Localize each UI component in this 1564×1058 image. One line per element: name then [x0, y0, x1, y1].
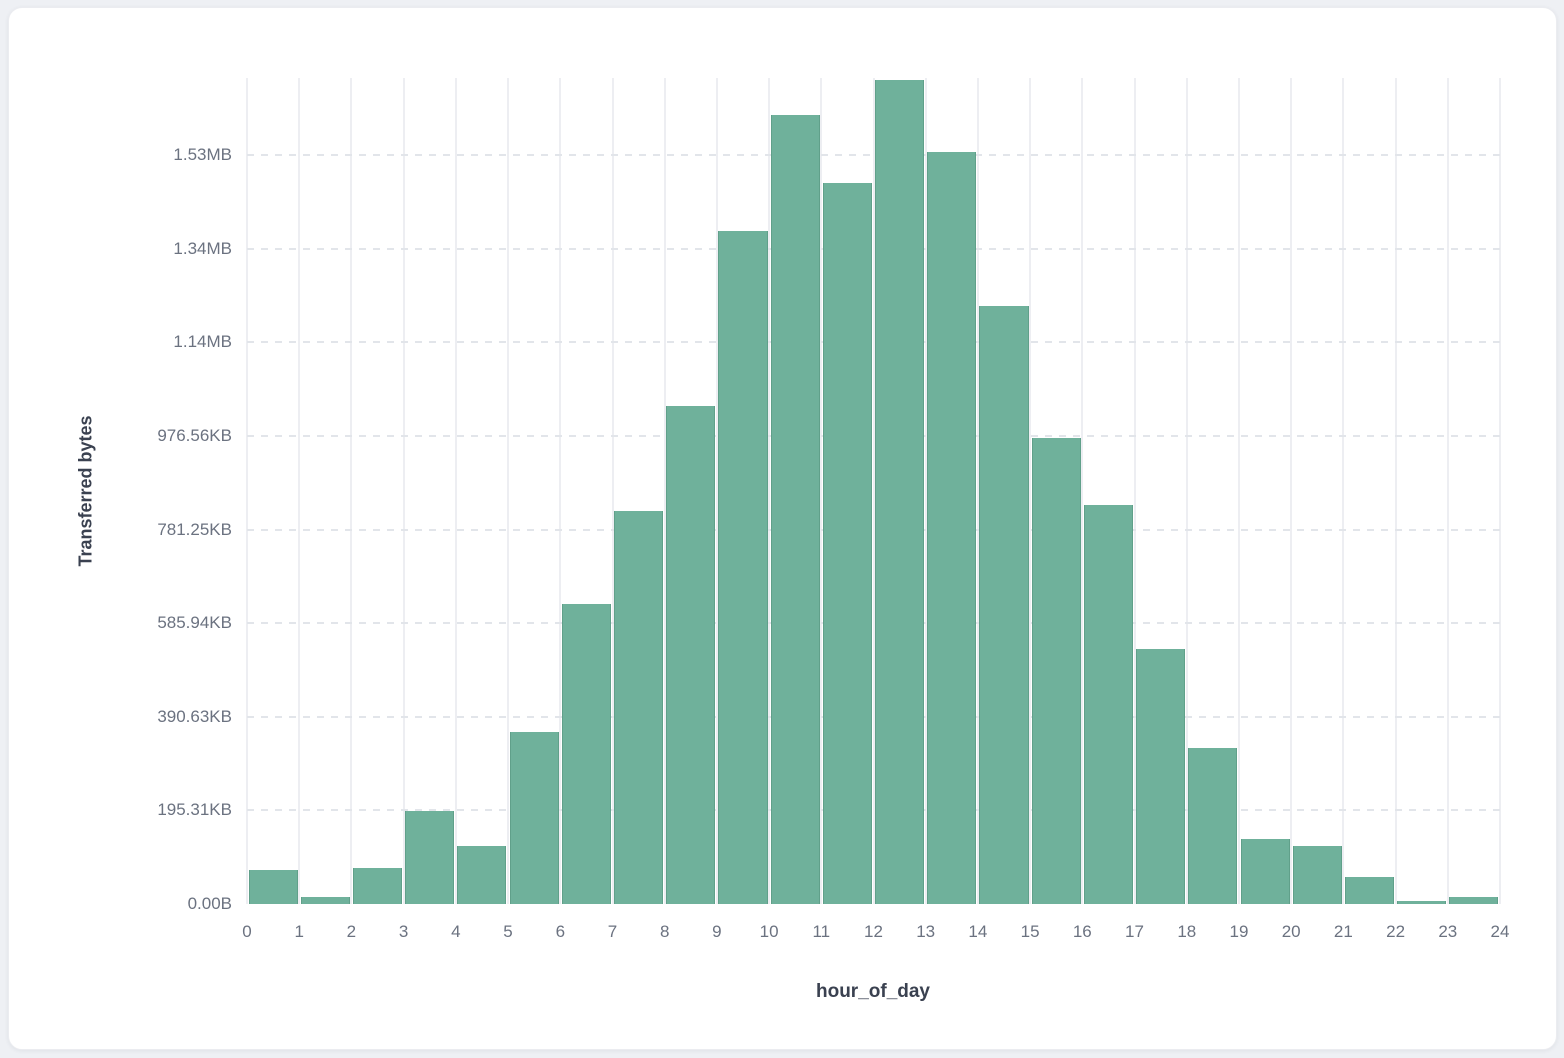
- bar-hour-6[interactable]: [561, 603, 611, 904]
- x-tick-label-5: 5: [503, 922, 513, 941]
- vertical-gridline-8: [663, 78, 666, 904]
- bar-hour-17[interactable]: [1136, 648, 1186, 904]
- bar-hour-18[interactable]: [1188, 747, 1238, 904]
- horizontal-gridline-585.94KB: [247, 622, 1500, 625]
- x-tick-label-18: 18: [1177, 922, 1197, 941]
- y-tick-label-0.00B: 0.00B: [187, 894, 232, 913]
- horizontal-gridline-1.14MB: [247, 341, 1500, 344]
- bar-hour-20[interactable]: [1292, 846, 1342, 904]
- vertical-gridline-5: [507, 78, 509, 904]
- vertical-gridline-22: [1394, 78, 1397, 904]
- x-tick-label-3: 3: [398, 922, 409, 941]
- horizontal-gridline-390.63KB: [247, 715, 1500, 718]
- vertical-gridline-7: [611, 78, 614, 904]
- x-axis-title: hour_of_day: [815, 981, 931, 1002]
- vertical-gridline-1: [298, 78, 301, 904]
- vertical-gridline-9: [715, 78, 718, 904]
- y-tick-label-1.34MB: 1.34MB: [173, 238, 232, 258]
- bar-hour-9[interactable]: [718, 230, 768, 904]
- x-tick-label-1: 1: [294, 922, 304, 941]
- y-tick-label-1.14MB: 1.14MB: [173, 332, 232, 352]
- vertical-gridline-2: [350, 78, 353, 904]
- vertical-gridline-20: [1290, 78, 1293, 904]
- vertical-gridline-3: [402, 78, 405, 904]
- x-tick-label-19: 19: [1229, 922, 1249, 941]
- x-tick-label-11: 11: [812, 922, 831, 941]
- x-tick-label-15: 15: [1020, 922, 1040, 941]
- vertical-gridline-10: [768, 78, 771, 904]
- x-tick-label-2: 2: [346, 922, 357, 941]
- vertical-gridline-13: [924, 78, 927, 904]
- vertical-gridline-12: [872, 78, 875, 904]
- bar-hour-4[interactable]: [457, 845, 507, 904]
- x-tick-label-16: 16: [1072, 922, 1092, 941]
- horizontal-gridline-781.25KB: [247, 528, 1500, 531]
- vertical-gridline-24: [1499, 78, 1501, 904]
- bar-hour-19[interactable]: [1240, 838, 1290, 904]
- x-tick-label-8: 8: [659, 922, 670, 941]
- horizontal-gridline-195.31KB: [247, 809, 1500, 812]
- vertical-gridline-11: [820, 78, 823, 904]
- bar-hour-3[interactable]: [405, 811, 455, 904]
- x-tick-label-24: 24: [1490, 922, 1510, 941]
- y-axis-title: Transferred bytes: [75, 415, 96, 567]
- vertical-gridline-14: [976, 78, 979, 904]
- bar-hour-15[interactable]: [1031, 438, 1081, 904]
- horizontal-gridline-1.34MB: [247, 247, 1500, 250]
- x-tick-label-20: 20: [1281, 922, 1301, 941]
- vertical-gridline-15: [1029, 78, 1032, 904]
- x-tick-label-21: 21: [1333, 922, 1353, 941]
- bar-hour-8[interactable]: [666, 406, 716, 904]
- vertical-gridline-4: [454, 78, 457, 904]
- x-tick-label-14: 14: [968, 922, 988, 941]
- bar-hour-12[interactable]: [875, 80, 925, 904]
- bar-hour-13[interactable]: [927, 151, 977, 904]
- chart-card: 0.00B 195.31KB 390.63KB 585.94KB 781.25KB 976…: [8, 7, 1557, 1050]
- y-tick-label-390.63KB: 390.63KB: [157, 706, 232, 726]
- bar-hour-0[interactable]: [248, 869, 298, 904]
- y-tick-label-976.56KB: 976.56KB: [157, 426, 232, 445]
- bar-hour-14[interactable]: [979, 306, 1029, 904]
- y-tick-label-781.25KB: 781.25KB: [157, 519, 232, 539]
- bar-hour-7[interactable]: [614, 511, 664, 904]
- vertical-gridline-6: [559, 78, 562, 904]
- x-tick-label-23: 23: [1438, 922, 1458, 941]
- y-tick-label-1.53MB: 1.53MB: [173, 145, 232, 165]
- vertical-gridline-17: [1133, 78, 1136, 904]
- bar-hour-11[interactable]: [822, 183, 872, 904]
- x-tick-label-12: 12: [864, 922, 883, 941]
- x-tick-label-0: 0: [242, 922, 252, 941]
- vertical-gridline-0: [246, 78, 248, 904]
- vertical-gridline-23: [1446, 78, 1449, 904]
- vertical-gridline-21: [1342, 78, 1345, 904]
- bar-hour-21[interactable]: [1344, 877, 1395, 904]
- x-tick-label-13: 13: [916, 922, 936, 941]
- x-tick-label-6: 6: [555, 922, 566, 941]
- vertical-gridline-16: [1081, 78, 1084, 904]
- bar-hour-1[interactable]: [300, 897, 350, 904]
- x-tick-label-17: 17: [1125, 922, 1144, 941]
- vertical-gridline-18: [1185, 78, 1188, 904]
- x-tick-label-10: 10: [759, 922, 779, 941]
- x-tick-label-22: 22: [1386, 922, 1406, 941]
- bar-hour-2[interactable]: [352, 868, 403, 904]
- x-tick-label-9: 9: [712, 922, 722, 941]
- transferred-bytes-histogram: 0.00B 195.31KB 390.63KB 585.94KB 781.25KB 976…: [9, 8, 1556, 1049]
- horizontal-gridline-1.53MB: [247, 154, 1500, 157]
- y-tick-label-195.31KB: 195.31KB: [157, 800, 232, 820]
- x-tick-label-7: 7: [607, 922, 618, 941]
- vertical-gridline-19: [1238, 78, 1240, 904]
- bar-hour-10[interactable]: [770, 115, 820, 904]
- horizontal-gridline-976.56KB: [247, 435, 1500, 437]
- bar-hour-16[interactable]: [1083, 505, 1133, 904]
- y-tick-label-585.94KB: 585.94KB: [157, 613, 232, 633]
- x-tick-label-4: 4: [451, 922, 461, 941]
- bar-hour-23[interactable]: [1449, 897, 1499, 904]
- bar-hour-5[interactable]: [509, 731, 559, 904]
- bar-hour-22[interactable]: [1397, 901, 1447, 904]
